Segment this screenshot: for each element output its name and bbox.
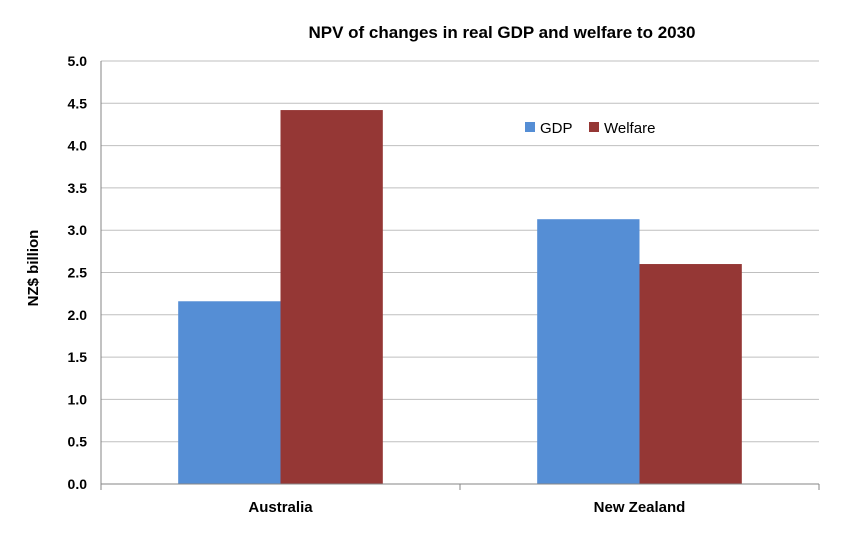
y-tick-label: 1.0 — [68, 391, 88, 407]
legend-swatch-welfare — [589, 122, 599, 132]
x-category-label: New Zealand — [594, 499, 686, 516]
y-tick-label: 2.0 — [68, 307, 88, 323]
bar-welfare-australia — [280, 110, 383, 485]
y-tick-label: 4.0 — [68, 138, 88, 154]
x-category-label: Australia — [248, 499, 313, 516]
bar-gdp-australia — [178, 301, 281, 484]
x-axis-category-labels: Australia New Zealand — [248, 499, 685, 516]
axes — [100, 61, 820, 490]
y-tick-label: 0.0 — [68, 476, 88, 492]
legend: GDP Welfare — [525, 120, 655, 137]
y-tick-label: 0.5 — [68, 434, 88, 450]
y-tick-label: 2.5 — [68, 265, 88, 281]
chart-title: NPV of changes in real GDP and welfare t… — [308, 23, 695, 42]
y-tick-label: 3.0 — [68, 222, 88, 238]
bar-gdp-new-zealand — [537, 219, 640, 484]
legend-label-gdp: GDP — [540, 120, 573, 137]
legend-label-welfare: Welfare — [604, 120, 655, 137]
y-tick-label: 4.5 — [68, 95, 88, 111]
y-tick-label: 3.5 — [68, 180, 88, 196]
bars — [178, 110, 742, 485]
bar-welfare-new-zealand — [639, 264, 742, 484]
y-axis-title: NZ$ billion — [25, 230, 42, 307]
legend-swatch-gdp — [525, 122, 535, 132]
y-tick-label: 1.5 — [68, 349, 88, 365]
y-tick-label: 5.0 — [68, 53, 88, 69]
y-axis-tick-labels: 0.0 0.5 1.0 1.5 2.0 2.5 3.0 3.5 4.0 4.5 5.0 — [68, 53, 88, 492]
